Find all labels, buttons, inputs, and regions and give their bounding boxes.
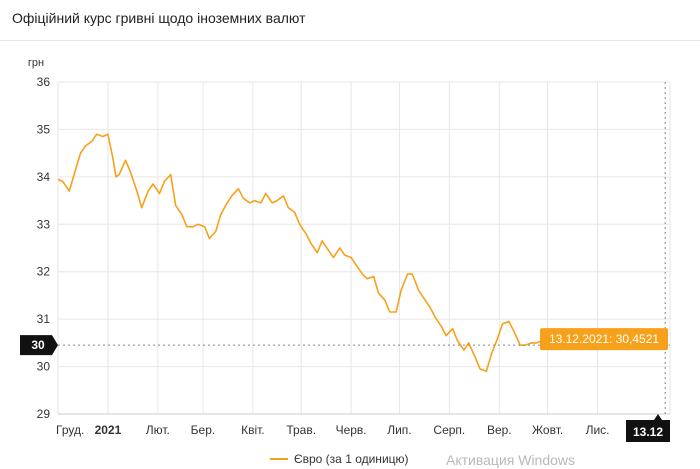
x-tick-label: Квіт. (241, 423, 265, 437)
x-tick-label: Трав. (286, 423, 316, 437)
y-tick-label: 29 (37, 407, 51, 421)
x-tick-label: Лип. (387, 423, 411, 437)
y-tick-label: 35 (37, 122, 51, 136)
x-tick-label: 2021 (95, 423, 122, 437)
legend-label-eur[interactable]: Євро (за 1 одиницю) (294, 452, 409, 466)
windows-activation-watermark: Активация Windows (446, 452, 576, 468)
y-tick-label: 31 (37, 312, 51, 326)
x-tick-label: Груд. (56, 423, 84, 437)
chart-title: Офіційний курс гривні щодо іноземних вал… (12, 10, 306, 26)
x-tick-label: Черв. (336, 423, 367, 437)
y-crosshair-badge-label: 30 (31, 338, 45, 352)
header-bar: Офіційний курс гривні щодо іноземних вал… (0, 0, 700, 41)
x-tick-label: Вер. (487, 423, 512, 437)
x-tick-label: Лис. (586, 423, 610, 437)
x-tick-label: Лют. (146, 423, 170, 437)
y-tick-label: 36 (37, 75, 51, 89)
y-axis-label: грн (28, 57, 44, 69)
x-tick-label: Серп. (433, 423, 465, 437)
tooltip-text: 13.12.2021: 30,4521 (549, 332, 659, 346)
y-tick-label: 34 (37, 170, 51, 184)
y-tick-label: 32 (37, 265, 51, 279)
tooltip-box (540, 328, 668, 351)
x-tick-label: Жовт. (532, 423, 563, 437)
y-tick-label: 33 (37, 217, 51, 231)
x-tick-label: Бер. (191, 423, 216, 437)
x-crosshair-badge (626, 414, 670, 442)
y-tick-label: 30 (37, 360, 51, 374)
y-crosshair-badge (20, 335, 58, 356)
x-crosshair-badge-label: 13.12 (633, 425, 663, 439)
